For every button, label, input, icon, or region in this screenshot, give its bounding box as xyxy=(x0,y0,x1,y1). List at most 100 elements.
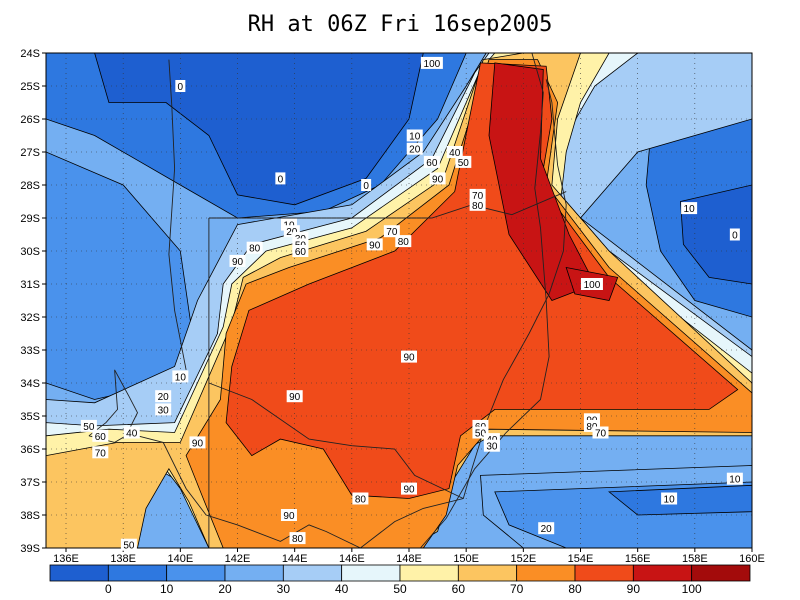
coastline-segment xyxy=(208,382,464,499)
contour-label: 90 xyxy=(280,509,297,522)
contour-label-text: 0 xyxy=(732,231,738,242)
colorbar-swatch xyxy=(457,564,518,582)
contour-label: 80 xyxy=(469,198,486,212)
y-tick-label: 24S xyxy=(20,48,40,60)
contour-label: 60 xyxy=(292,245,309,258)
contour-label-text: 100 xyxy=(584,280,601,291)
colorbar: 0 10 20 30 40 50 60 70 80 90 100 xyxy=(49,564,751,596)
coastline xyxy=(88,53,567,548)
colorbar-swatch xyxy=(399,564,459,582)
contour-label-bg xyxy=(446,146,463,158)
colorbar-label: 60 xyxy=(452,582,466,596)
contour-label: 90 xyxy=(229,254,246,268)
contour-label: 40 xyxy=(446,146,463,159)
coastline-segment xyxy=(420,53,550,548)
contour-label: 50 xyxy=(80,419,97,433)
contour-label-text: 90 xyxy=(232,257,244,268)
y-axis: 24S 25S 26S 27S 28S 29S 30S 31S 32S 33S 34S 35S 36S 3… xyxy=(20,48,46,555)
colorbar-swatch xyxy=(224,564,284,582)
contour-label-text: 90 xyxy=(369,240,381,251)
colorbar-label: 100 xyxy=(682,582,702,596)
colorbar-label: 0 xyxy=(105,582,112,596)
x-tick-label: 160E xyxy=(739,553,765,565)
contour-label-text: 10 xyxy=(684,204,696,215)
contour-label-text: 50 xyxy=(475,429,487,440)
contour-label-text: 0 xyxy=(178,82,184,93)
contour-label-bg xyxy=(175,80,186,92)
contour-label: 30 xyxy=(155,403,172,416)
contour-label-text: 30 xyxy=(486,442,498,453)
contour-label-text: 80 xyxy=(398,237,410,248)
colorbar-label: 10 xyxy=(160,582,174,596)
contour-label-bg xyxy=(726,472,743,485)
contour-label-text: 70 xyxy=(595,429,607,440)
plot-frame xyxy=(45,52,753,549)
contour-label-text: 0 xyxy=(363,181,369,192)
contour-label-bg xyxy=(661,492,678,505)
y-tick-label: 30S xyxy=(20,246,40,258)
contour-label-bg xyxy=(229,254,246,267)
contour-label: 40 xyxy=(123,426,140,440)
x-tick-label: 154E xyxy=(568,553,594,565)
contour-label: 10 xyxy=(726,472,743,486)
contour-label: 80 xyxy=(246,241,263,255)
contour-label-bg xyxy=(352,492,369,505)
plot-area xyxy=(46,53,752,548)
contour-label-bg xyxy=(483,439,500,452)
contour-label: 80 xyxy=(352,492,369,506)
colorbar-swatch xyxy=(632,564,693,582)
y-tick-label: 27S xyxy=(20,147,40,159)
y-tick-label: 28S xyxy=(20,180,40,192)
x-tick-label: 150E xyxy=(453,553,479,565)
x-tick-label: 148E xyxy=(396,553,422,565)
contour-label-bg xyxy=(592,426,609,439)
contour-label-text: 80 xyxy=(586,422,598,433)
contour-label-bg xyxy=(280,509,297,521)
contour-label: 80 xyxy=(289,532,306,545)
contour-label: 100 xyxy=(420,56,443,70)
x-tick-label: 138E xyxy=(110,553,136,565)
contour-label-text: 10 xyxy=(664,495,676,506)
contour-label-bg xyxy=(538,522,555,535)
contour-label: 60 xyxy=(423,155,440,169)
chart-title: RH at 06Z Fri 16sep2005 xyxy=(247,12,553,37)
contour-label-bg xyxy=(80,419,97,432)
x-tick-label: 152E xyxy=(510,553,536,565)
contour-label: 20 xyxy=(538,522,555,535)
contour-label-bg xyxy=(361,179,372,191)
x-tick-label: 146E xyxy=(339,553,365,565)
colorbar-label: 30 xyxy=(277,582,291,596)
contour-labels: 1000102040506000907080101020305060708090… xyxy=(80,56,743,552)
contour-label-bg xyxy=(155,403,172,416)
contour-label-bg xyxy=(155,390,172,403)
contour-label-bg xyxy=(469,198,486,211)
contour-label-text: 60 xyxy=(95,432,107,443)
contour-label-text: 90 xyxy=(192,438,204,449)
y-tick-label: 38S xyxy=(20,510,40,522)
contour-label: 10 xyxy=(681,202,698,215)
coastline-segment xyxy=(168,59,187,370)
contour-label-text: 0 xyxy=(278,174,284,185)
contour-label-text: 70 xyxy=(386,227,398,238)
colorbar-label: 50 xyxy=(393,582,407,596)
contour-label-bg xyxy=(123,426,140,439)
contour-label: 90 xyxy=(401,350,418,364)
contour-label-bg xyxy=(120,538,137,551)
contour-label-text: 90 xyxy=(283,511,295,522)
contour-label: 50 xyxy=(120,538,137,552)
contour-label-bg xyxy=(469,188,486,201)
colorbar-label: 40 xyxy=(335,582,349,596)
contour-label-bg xyxy=(455,155,472,168)
colorbar-swatch xyxy=(341,564,401,582)
contour-label-text: 100 xyxy=(424,59,441,70)
contour-label: 100 xyxy=(580,278,603,291)
contour-label-bg xyxy=(383,225,400,238)
colorbar-swatch xyxy=(49,564,109,582)
contour-label-text: 80 xyxy=(249,244,261,255)
region-0-10-east xyxy=(680,184,752,285)
contour-label: 80 xyxy=(395,235,412,248)
region-10-20-southeast xyxy=(608,484,752,516)
contour-label-bg xyxy=(406,129,423,142)
contour-label-text: 50 xyxy=(123,541,135,552)
